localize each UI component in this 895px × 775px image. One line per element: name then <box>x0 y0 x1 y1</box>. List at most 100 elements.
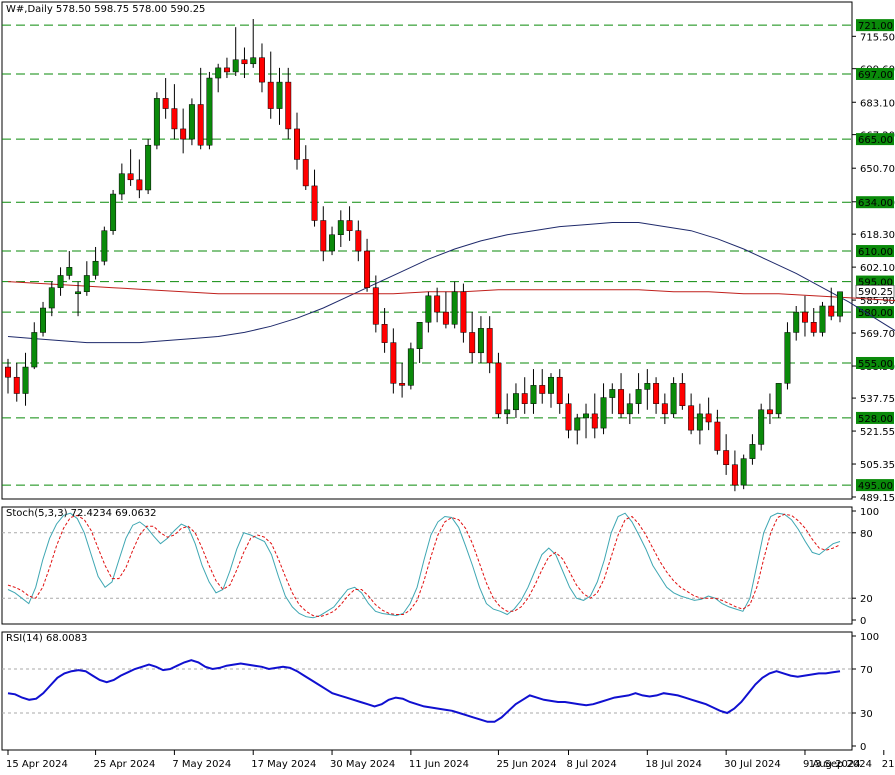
candle-body <box>653 383 660 404</box>
stochastic-panel[interactable]: 100 80 20 0 <box>1 506 879 627</box>
candle-body <box>810 322 817 333</box>
candle <box>127 149 134 186</box>
candle-body <box>145 144 152 191</box>
level-label: 555.00 <box>858 359 893 370</box>
candle-body <box>731 464 738 486</box>
candle <box>294 112 300 170</box>
level-label-bg <box>856 245 894 258</box>
candle <box>355 220 362 262</box>
candle-body <box>425 295 432 323</box>
candle-body <box>364 250 371 288</box>
time-tick-label: 9 Aug 2024 <box>803 759 861 770</box>
level-label-bg <box>856 356 894 369</box>
candle <box>495 352 502 418</box>
candle-body <box>644 383 651 390</box>
candle-body <box>206 77 213 146</box>
candle-body <box>399 383 406 386</box>
candle <box>110 189 117 235</box>
candle <box>197 67 204 150</box>
candle <box>320 206 327 262</box>
time-tick-label: 25 Jun 2024 <box>496 759 556 770</box>
candle <box>486 316 493 374</box>
level-label-bg <box>856 479 894 492</box>
candle-body <box>626 403 633 415</box>
stoch-frame <box>1 506 853 625</box>
candle-body <box>372 287 379 325</box>
candle <box>22 352 29 406</box>
candle-body <box>285 81 292 130</box>
candle-body <box>407 348 414 386</box>
candle <box>451 281 458 329</box>
candle-body <box>118 173 125 195</box>
candle <box>653 377 660 414</box>
candle-body <box>486 328 493 364</box>
level-label: 634.00 <box>858 198 893 209</box>
time-tick-label: 17 May 2024 <box>251 759 316 770</box>
candle-body <box>381 324 388 343</box>
price-tick-label: 602.10 <box>860 263 895 274</box>
stoch-signal-line <box>7 513 841 618</box>
candle <box>57 267 64 296</box>
rsi-panel[interactable]: 100 70 30 0 <box>1 631 879 753</box>
price-tick-label: 715.50 <box>860 32 895 43</box>
candle <box>101 226 108 266</box>
candle-body <box>197 104 204 146</box>
candle <box>250 19 257 68</box>
candle <box>40 301 46 337</box>
time-tick-label: 18 Jul 2024 <box>645 759 702 770</box>
price-panel[interactable]: 715.50699.60683.10667.20650.70634.20618.… <box>1 1 895 504</box>
candle-body <box>259 57 265 83</box>
candle <box>372 275 379 333</box>
candle <box>460 283 467 343</box>
candle <box>749 434 756 465</box>
candle <box>635 373 642 414</box>
candle <box>661 393 668 425</box>
candle-body <box>5 366 11 378</box>
candle <box>48 281 55 317</box>
candle-body <box>565 403 572 431</box>
candle <box>539 369 546 404</box>
level-label-bg <box>856 133 894 146</box>
candle-body <box>110 193 117 231</box>
candle-body <box>57 275 64 288</box>
candle-body <box>66 267 73 276</box>
stoch-main-line <box>7 512 841 619</box>
price-tick-label: 521.55 <box>860 427 895 438</box>
price-tick-label: 683.10 <box>860 98 895 109</box>
candle <box>688 393 695 435</box>
candle-body <box>180 128 187 140</box>
candle-body <box>609 389 616 398</box>
candle-body <box>337 220 344 236</box>
candle-body <box>661 403 668 415</box>
candle-body <box>188 104 195 140</box>
rsi-line <box>7 659 841 723</box>
candle <box>188 98 195 146</box>
candle-body <box>40 307 46 333</box>
osc-tick-label: 0 <box>860 742 866 753</box>
time-tick-label: 11 Jun 2024 <box>409 759 469 770</box>
candle <box>171 84 178 140</box>
level-label: 665.00 <box>858 135 893 146</box>
osc-tick-label: 100 <box>860 507 879 518</box>
candle <box>162 78 169 119</box>
price-tick-label: 618.30 <box>860 230 895 241</box>
candle <box>504 393 511 425</box>
candle-body <box>740 458 747 486</box>
current-price-bg <box>855 284 895 298</box>
candle <box>670 377 677 418</box>
candle <box>223 57 230 79</box>
candle <box>5 358 11 394</box>
moving-average-slow <box>7 281 895 302</box>
candle <box>337 210 344 247</box>
candle-body <box>13 376 20 394</box>
candle <box>758 403 765 451</box>
osc-tick-label: 0 <box>860 616 866 627</box>
candle-body <box>512 393 519 411</box>
candle <box>837 291 843 323</box>
candle-body <box>153 98 160 146</box>
candle-body <box>294 128 300 160</box>
candle-body <box>215 67 222 79</box>
candle-body <box>346 220 353 231</box>
candle-body <box>434 295 441 313</box>
